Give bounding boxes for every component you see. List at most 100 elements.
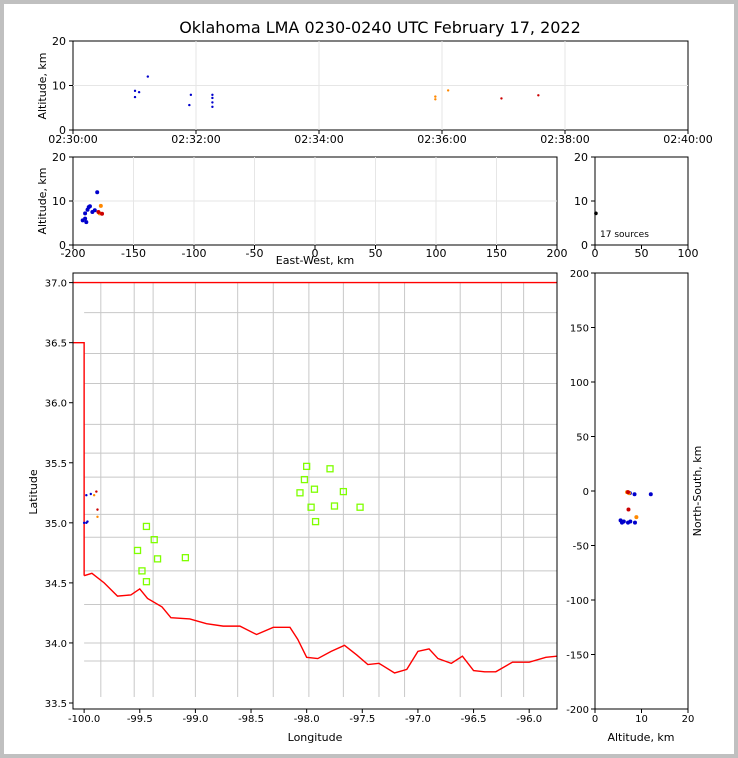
- time-height-xtick-label: 02:30:00: [48, 133, 97, 146]
- chart-marks: 02:30:00 02:32:00 02:34:00 02:36:00 02:38:00…: [45, 35, 713, 725]
- plan-view-ytick-label: 33.5: [45, 699, 67, 710]
- ew-height-ytick-label: 20: [52, 151, 66, 164]
- ew-height-source-point: [98, 203, 103, 208]
- lma-station-marker: [142, 522, 151, 531]
- time-height-source-point: [137, 90, 141, 94]
- ns-height-ytick-label: -150: [566, 651, 589, 662]
- lma-station-marker: [326, 465, 334, 473]
- ns-height-ytick-label: 100: [570, 378, 589, 389]
- time-height-source-point: [133, 95, 137, 99]
- plan-view-ytick-label: 35.5: [45, 459, 67, 470]
- time-height-source-point: [446, 89, 450, 92]
- ns-height-ytick-label: 150: [570, 324, 589, 335]
- time-height-xtick-label: 02:36:00: [417, 133, 466, 146]
- lma-station-marker: [153, 555, 162, 563]
- time-height-xtick-label: 02:38:00: [540, 133, 589, 146]
- time-height-ytick-label: 20: [52, 35, 66, 48]
- ns-height-ytick-label: 200: [570, 269, 589, 280]
- ew-height-ytick-label: 10: [52, 195, 66, 208]
- histogram-xtick-label: 100: [678, 247, 699, 260]
- lma-station-marker: [330, 502, 339, 510]
- lma-figure: Oklahoma LMA 0230-0240 UTC February 17, …: [27, 18, 713, 744]
- histogram-xtick-label: 50: [635, 247, 649, 260]
- histogram-point: [594, 211, 598, 216]
- ew-height-xtick-label: 150: [486, 247, 507, 260]
- plan-view-source-point: [96, 508, 99, 511]
- plan-view-ytick-label: 36.0: [45, 399, 67, 410]
- time-height-source-point: [537, 94, 540, 97]
- ns-height-xlabel: Altitude, km: [607, 731, 674, 744]
- ns-height-source-point: [634, 515, 639, 520]
- ns-height-xtick-label: 10: [635, 714, 648, 725]
- lma-station-marker: [138, 567, 146, 575]
- plan-view-xtick-label: -99.5: [127, 714, 153, 725]
- plan-view-ytick-label: 35.0: [45, 519, 67, 530]
- ew-height-xtick-label: 0: [312, 247, 319, 260]
- plan-view-source-point: [85, 494, 88, 497]
- ns-height-source-point: [626, 490, 631, 495]
- histogram-ytick-label: 10: [574, 195, 588, 208]
- ns-height-ytick-label: 50: [576, 433, 589, 444]
- lma-station-marker: [300, 475, 309, 484]
- ns-height-source-point: [626, 507, 631, 512]
- plan-view-xtick-label: -96.0: [516, 714, 542, 725]
- time-height-ylabel: Altitude, km: [36, 52, 49, 119]
- plan-view-source-point: [92, 494, 96, 497]
- histogram-ytick-label: 20: [574, 151, 588, 164]
- lma-station-marker: [142, 578, 151, 586]
- ns-height-ylabel: North-South, km: [691, 446, 704, 537]
- lma-station-marker: [310, 485, 319, 493]
- height-histogram-panel: [594, 156, 689, 246]
- time-height-source-point: [133, 89, 137, 93]
- lma-station-marker: [303, 462, 311, 471]
- plan-view-ytick-label: 37.0: [45, 279, 67, 290]
- ew-height-source-point: [84, 220, 89, 225]
- ns-height-ytick-label: -100: [566, 596, 589, 607]
- ew-height-xtick-label: 200: [547, 247, 568, 260]
- ns-height-ytick-label: -200: [566, 705, 589, 716]
- plan-view-ytick-label: 36.5: [45, 339, 67, 350]
- ew-height-xlabel: East-West, km: [276, 254, 354, 267]
- ew-height-xtick-label: -150: [121, 247, 146, 260]
- ew-height-xtick-label: 50: [369, 247, 383, 260]
- time-height-source-point: [500, 97, 503, 100]
- plan-view-source-point: [96, 515, 99, 519]
- plan-view-panel: [73, 273, 557, 709]
- plan-view-frame: [72, 272, 558, 710]
- ew-height-source-point: [87, 204, 92, 209]
- lma-station-marker: [150, 535, 158, 544]
- ew-height-source-point: [83, 211, 88, 216]
- ew-height-ytick-label: 0: [59, 239, 66, 252]
- ew-height-source-point: [83, 216, 88, 221]
- lma-station-marker: [307, 503, 315, 511]
- plan-view-xtick-label: -97.5: [349, 714, 375, 725]
- time-height-xtick-label: 02:34:00: [294, 133, 343, 146]
- state-border-red-river: [83, 572, 557, 674]
- plan-view-xtick-label: -99.0: [182, 714, 208, 725]
- ns-height-xtick-label: 0: [592, 714, 598, 725]
- ns-height-panel: [594, 272, 689, 710]
- time-height-source-point: [189, 93, 193, 97]
- ew-height-source-point: [95, 190, 100, 195]
- time-height-source-point: [146, 75, 150, 78]
- ew-height-source-point: [92, 208, 97, 213]
- ns-height-source-point: [621, 519, 626, 524]
- figure-title: Oklahoma LMA 0230-0240 UTC February 17, …: [179, 18, 581, 37]
- figure-frame: Oklahoma LMA 0230-0240 UTC February 17, …: [4, 4, 734, 754]
- time-height-ytick-label: 10: [52, 80, 66, 93]
- plan-view-layer: [73, 273, 557, 709]
- ns-height-source-point: [632, 492, 637, 497]
- plan-view-ytick-label: 34.5: [45, 579, 67, 590]
- source-count-label: 17 sources: [600, 230, 649, 240]
- ew-height-xtick-label: 100: [426, 247, 447, 260]
- time-height-source-point: [211, 96, 214, 100]
- ns-height-ytick-label: 0: [583, 487, 589, 498]
- ew-height-xtick-label: -200: [61, 247, 86, 260]
- time-height-source-point: [211, 101, 214, 104]
- histogram-ytick-label: 0: [581, 239, 588, 252]
- ns-height-source-point: [628, 519, 633, 524]
- plan-view-ylabel: Latitude: [27, 469, 40, 515]
- time-height-source-point: [188, 103, 191, 107]
- time-height-source-point: [434, 98, 437, 101]
- time-height-xtick-label: 02:40:00: [663, 133, 712, 146]
